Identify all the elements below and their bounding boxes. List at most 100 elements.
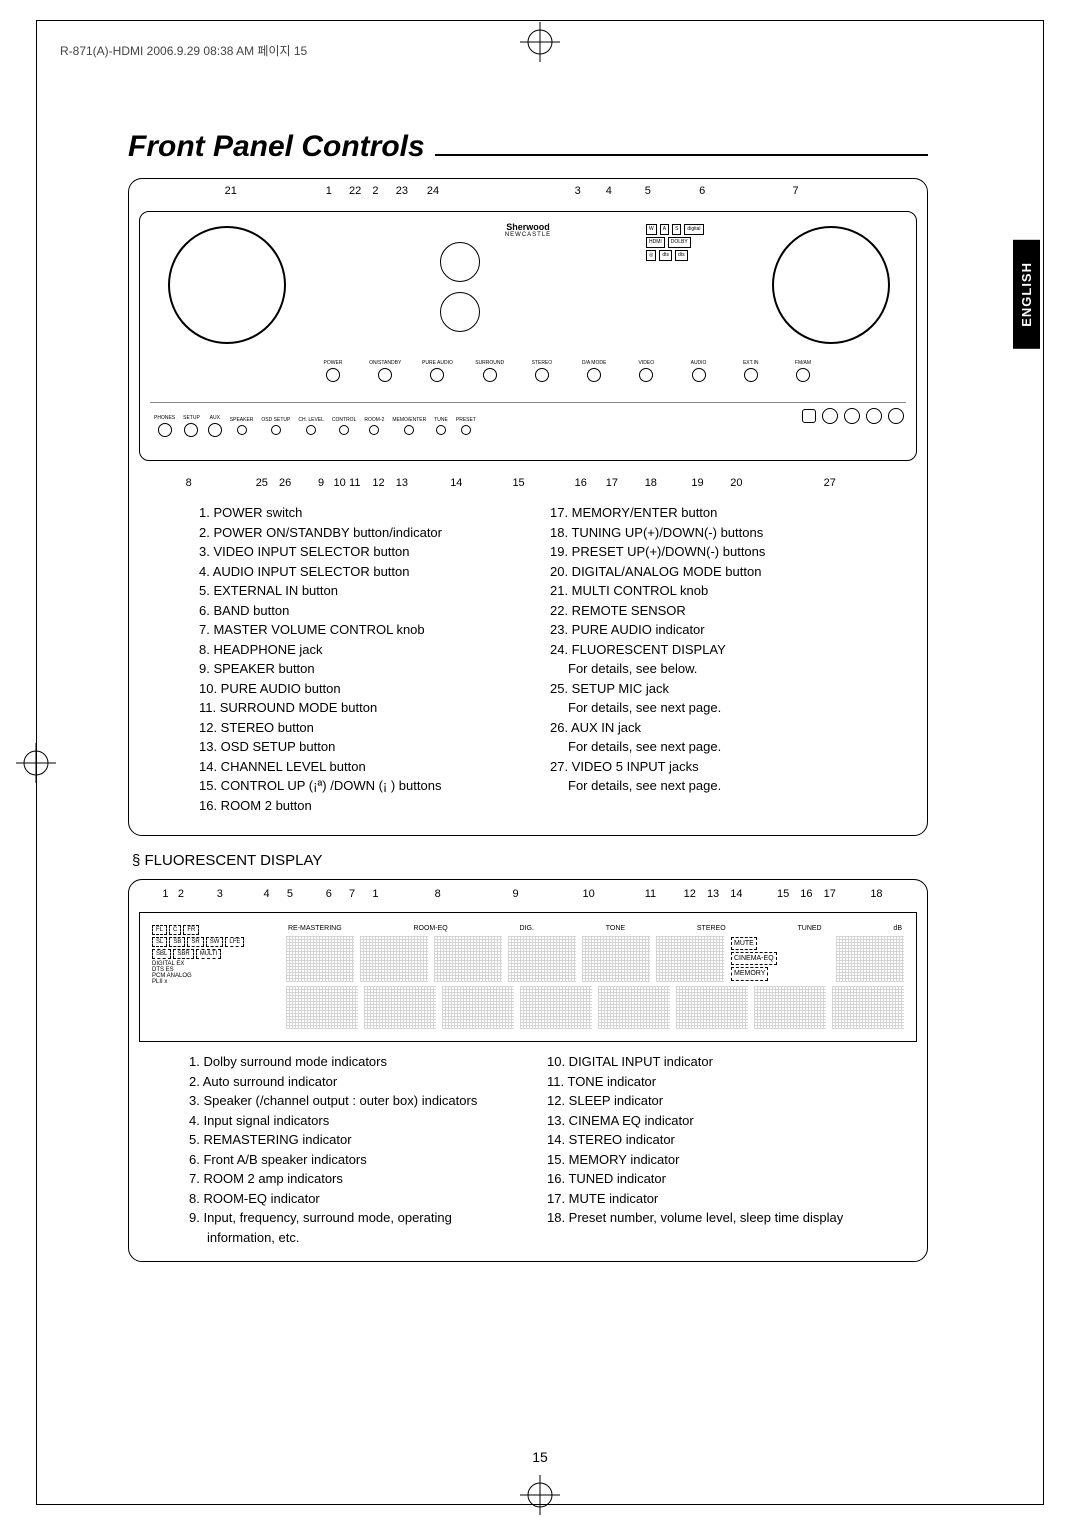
- lower-control: CH. LEVEL: [298, 417, 324, 437]
- fl-callout: 16: [800, 888, 812, 900]
- legend-line: 27. VIDEO 5 INPUT jacks: [550, 757, 873, 777]
- language-tab: ENGLISH: [1013, 240, 1040, 349]
- legend-line: 17. MEMORY/ENTER button: [550, 503, 873, 523]
- page-title: Front Panel Controls: [128, 130, 425, 164]
- fl-legend-columns: 1. Dolby surround mode indicators2. Auto…: [139, 1042, 917, 1247]
- opt5-jack: [802, 409, 816, 423]
- selector-btn: ON/STANDBY: [362, 360, 408, 382]
- legend-line: 1. Dolby surround mode indicators: [189, 1052, 519, 1072]
- selector-btn: PURE AUDIO: [414, 360, 460, 382]
- legend-line: 14. STEREO indicator: [547, 1130, 877, 1150]
- callout-bottom: 27: [824, 477, 836, 489]
- legend-line: 14. CHANNEL LEVEL button: [199, 757, 522, 777]
- selector-btn: FM/AM: [780, 360, 826, 382]
- fl-callout: 7: [349, 888, 355, 900]
- brand-sub: NEWCASTLE: [505, 232, 551, 238]
- callout-top: 5: [645, 185, 651, 197]
- legend-line: 11. SURROUND MODE button: [199, 698, 522, 718]
- callout-top: 21: [225, 185, 237, 197]
- digit-area: RE-MASTERINGROOM-EQDIG.TONESTEREOTUNEDdB…: [286, 925, 904, 1029]
- callout-top: 2: [372, 185, 378, 197]
- legend-line: 9. Input, frequency, surround mode, oper…: [189, 1208, 519, 1228]
- badge-stack: WASdigital HDMIDOLBY ◎dtsdts: [646, 224, 736, 263]
- callout-bottom: 14: [450, 477, 462, 489]
- selector-btn: VIDEO: [623, 360, 669, 382]
- audio-l-jack: [866, 408, 882, 424]
- legend-line: 5. REMASTERING indicator: [189, 1130, 519, 1150]
- master-volume-knob: [772, 226, 890, 344]
- fl-callout: 1: [372, 888, 378, 900]
- legend-line: For details, see next page.: [550, 698, 873, 718]
- legend-line: 6. Front A/B speaker indicators: [189, 1150, 519, 1170]
- fluorescent-display-figure: 1234567189101112131415161718 FLCFRSLSBSR…: [128, 879, 928, 1262]
- callout-top: 6: [699, 185, 705, 197]
- legend-line: 24. FLUORESCENT DISPLAY: [550, 640, 873, 660]
- dotgrid-6: [656, 936, 724, 982]
- fl-callout: 11: [645, 888, 656, 900]
- legend-line: 1. POWER switch: [199, 503, 522, 523]
- dotgrid-4: [508, 936, 576, 982]
- fl-callout: 4: [263, 888, 269, 900]
- dotgrid-b6: [676, 986, 748, 1029]
- fl-display-box: FLCFRSLSBSRSWLFESBLSBRMULTIDIGITAL EXDTS…: [139, 912, 917, 1042]
- legend-line: For details, see next page.: [550, 776, 873, 796]
- fl-callout: 13: [707, 888, 719, 900]
- fl-callouts-top: 1234567189101112131415161718: [139, 888, 917, 912]
- dotgrid-b1: [286, 986, 358, 1029]
- crop-mark-top: [520, 22, 560, 62]
- fl-top-label: dB: [893, 925, 902, 932]
- sensor-circle-2: [440, 292, 480, 332]
- fl-top-label: ROOM-EQ: [413, 925, 447, 932]
- legend-line: For details, see below.: [550, 659, 873, 679]
- callout-bottom: 9: [318, 477, 324, 489]
- dotgrid-2: [360, 936, 428, 982]
- fl-callout: 2: [178, 888, 184, 900]
- dotgrid-b2: [364, 986, 436, 1029]
- callouts-bottom: 825269101112131415161718192027: [139, 461, 917, 497]
- fl-callout: 15: [777, 888, 789, 900]
- page-content: Front Panel Controls 211222232434567 She…: [128, 130, 928, 1262]
- legend-line: 15. MEMORY indicator: [547, 1150, 877, 1170]
- legend-line: information, etc.: [189, 1228, 519, 1248]
- legend-line: 5. EXTERNAL IN button: [199, 581, 522, 601]
- selector-btn: STEREO: [519, 360, 565, 382]
- legend-line: 13. OSD SETUP button: [199, 737, 522, 757]
- fl-callout: 12: [684, 888, 696, 900]
- fl-top-label: RE-MASTERING: [288, 925, 342, 932]
- legend-line: 21. MULTI CONTROL knob: [550, 581, 873, 601]
- fl-top-labels: RE-MASTERINGROOM-EQDIG.TONESTEREOTUNEDdB: [286, 925, 904, 932]
- fl-callout: 1: [162, 888, 168, 900]
- legend-line: 19. PRESET UP(+)/DOWN(-) buttons: [550, 542, 873, 562]
- legend-line: 4. Input signal indicators: [189, 1111, 519, 1131]
- video-jack: [844, 408, 860, 424]
- legend-line: 16. ROOM 2 button: [199, 796, 522, 816]
- legend-right: 17. MEMORY/ENTER button18. TUNING UP(+)/…: [550, 503, 873, 815]
- crop-mark-left: [16, 743, 56, 783]
- front-panel-figure: 211222232434567 Sherwood NEWCASTLE WASdi…: [128, 178, 928, 836]
- page-number: 15: [532, 1449, 548, 1465]
- dotgrid-3: [434, 936, 502, 982]
- fl-callout: 18: [870, 888, 882, 900]
- legend-line: 10. DIGITAL INPUT indicator: [547, 1052, 877, 1072]
- callout-top: 22: [349, 185, 361, 197]
- legend-line: 23. PURE AUDIO indicator: [550, 620, 873, 640]
- lower-control: PHONES: [154, 415, 175, 439]
- legend-line: 12. SLEEP indicator: [547, 1091, 877, 1111]
- legend-line: 2. Auto surround indicator: [189, 1072, 519, 1092]
- callout-bottom: 16: [575, 477, 587, 489]
- callout-top: 7: [793, 185, 799, 197]
- print-header: R-871(A)-HDMI 2006.9.29 08:38 AM 페이지 15: [60, 42, 307, 59]
- legend-line: 12. STEREO button: [199, 718, 522, 738]
- video-5knob element-jacks: [802, 408, 904, 424]
- dotgrid-b7: [754, 986, 826, 1029]
- legend-line: 18. Preset number, volume level, sleep t…: [547, 1208, 877, 1228]
- legend-line: 9. SPEAKER button: [199, 659, 522, 679]
- callout-top: 1: [326, 185, 332, 197]
- fl-callout: 3: [217, 888, 223, 900]
- fl-callout: 5: [287, 888, 293, 900]
- legend-columns: 1. POWER switch2. POWER ON/STANDBY butto…: [139, 497, 917, 825]
- fl-legend-left: 1. Dolby surround mode indicators2. Auto…: [189, 1052, 519, 1247]
- legend-line: 10. PURE AUDIO button: [199, 679, 522, 699]
- callout-bottom: 8: [186, 477, 192, 489]
- lower-control: PRESET: [456, 417, 476, 437]
